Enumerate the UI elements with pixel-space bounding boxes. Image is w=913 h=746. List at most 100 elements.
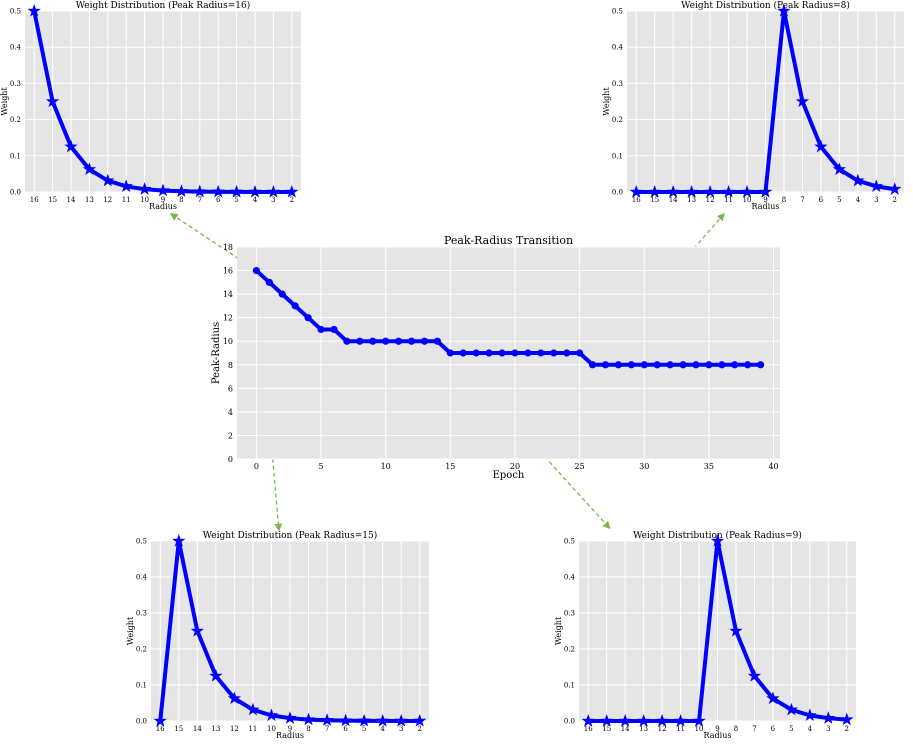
x-tick-label: 5 [837, 196, 841, 204]
x-tick-label: 20 [510, 462, 520, 471]
data-point-star [618, 714, 632, 727]
x-tick-label: 25 [575, 462, 585, 471]
x-tick-label: 35 [704, 462, 714, 471]
data-point-star [137, 182, 152, 195]
y-tick-label: 0.5 [10, 8, 21, 16]
data-point [291, 302, 299, 310]
data-point-star [394, 713, 408, 727]
data-point-star [172, 534, 186, 547]
y-tick-label: 0.5 [564, 538, 575, 546]
data-point-star [156, 183, 170, 197]
chart-peak9: 0.0 0.1 0.2 0.3 0.4 0.5 16 15 14 13 12 11 10 9 8 7 6 5 4 3 2… [554, 530, 856, 740]
data-point-star [227, 691, 242, 705]
data-point [511, 349, 519, 357]
data-point-star [285, 185, 299, 198]
y-tick-label: 0.0 [564, 718, 575, 726]
x-tick-label: 4 [253, 196, 258, 204]
data-point [563, 349, 571, 357]
x-tick-label: 6 [771, 725, 776, 733]
data-point-star [301, 712, 316, 726]
data-point-star [211, 184, 225, 198]
data-point-star [758, 185, 773, 198]
x-tick-label: 11 [724, 196, 733, 204]
x-tick-label: 7 [752, 725, 756, 733]
x-tick-label: 10 [695, 725, 704, 733]
y-tick-label: 0.2 [612, 116, 623, 124]
x-tick-label: 3 [399, 725, 403, 733]
data-point-star [229, 184, 244, 198]
data-point-star [740, 185, 754, 198]
data-point [576, 349, 584, 357]
data-point-star [357, 713, 371, 727]
x-tick-label: 4 [380, 725, 385, 733]
data-point [304, 314, 312, 322]
x-tick-label: 7 [198, 196, 202, 204]
y-tick-labels: 0.0 0.1 0.2 0.3 0.4 0.5 [10, 8, 22, 197]
x-tick-label: 9 [715, 725, 719, 733]
data-point-star [629, 185, 643, 198]
data-point [382, 337, 390, 345]
data-point-star [766, 691, 780, 705]
y-tick-label: 2 [228, 431, 233, 440]
x-tick-label: 10 [140, 196, 149, 204]
x-tick-label: 30 [639, 462, 649, 471]
chart-main: 0 2 4 6 8 10 12 14 16 18 0 5 10 15 20 25 30 35 40 Peak-Radi… [211, 234, 780, 481]
data-point [744, 361, 752, 369]
y-tick-label: 0.3 [564, 610, 575, 618]
data-point-star [338, 713, 353, 727]
data-point-star [190, 624, 204, 637]
x-axis-label: Radius [752, 202, 780, 211]
y-tick-label: 18 [223, 243, 233, 252]
x-tick-label: 0 [254, 462, 259, 471]
data-point-star [777, 4, 791, 17]
series [629, 4, 902, 198]
data-point [330, 325, 338, 334]
x-tick-label: 11 [122, 196, 131, 204]
x-tick-label: 12 [103, 196, 112, 204]
x-tick-label: 10 [267, 725, 276, 733]
x-tick-label: 8 [306, 725, 310, 733]
data-point-star [193, 184, 207, 198]
y-tick-labels: 0.0 0.1 0.2 0.3 0.4 0.5 [136, 538, 148, 726]
data-point [653, 361, 661, 369]
data-point [420, 337, 429, 345]
x-tick-label: 13 [211, 725, 220, 733]
data-point-star [655, 714, 669, 727]
x-tick-label: 5 [318, 462, 323, 471]
data-point [718, 361, 726, 369]
y-tick-label: 10 [223, 337, 233, 346]
y-tick-label: 4 [228, 408, 233, 417]
chart-title: Peak-Radius Transition [444, 234, 573, 247]
x-tick-label: 16 [156, 725, 165, 733]
y-axis-label: Weight [126, 616, 135, 645]
grid-lines [25, 10, 301, 193]
y-tick-label: 0.0 [136, 718, 147, 726]
data-point-star [832, 162, 847, 176]
chart-title: Weight Distribution (Peak Radius=16) [76, 0, 250, 11]
chart-peak15: 0.0 0.1 0.2 0.3 0.4 0.5 16 15 14 13 12 11 10 9 8 7 6 5 4 3 2… [126, 530, 429, 740]
y-tick-label: 12 [223, 314, 233, 323]
x-tick-label: 15 [445, 462, 455, 471]
x-tick-label: 13 [639, 725, 648, 733]
data-point-star [814, 139, 828, 153]
x-tick-label: 2 [417, 725, 421, 733]
data-point-star [636, 714, 651, 727]
data-point [472, 349, 480, 357]
data-point-star [795, 94, 810, 108]
data-point-star [747, 669, 762, 682]
y-tick-label: 0.1 [10, 152, 21, 160]
y-axis-label: Peak-Radius [211, 322, 222, 384]
data-point-star [729, 624, 743, 637]
x-tick-label: 3 [874, 196, 878, 204]
data-point-star [27, 4, 41, 17]
data-point-star [209, 669, 223, 682]
x-axis-label: Radius [704, 731, 732, 740]
data-point-star [821, 711, 835, 724]
data-point-star [266, 184, 281, 198]
y-tick-labels: 0.0 0.1 0.2 0.3 0.4 0.5 [612, 8, 624, 197]
data-point [757, 361, 765, 369]
x-tick-label: 8 [734, 725, 738, 733]
data-point-star [283, 711, 297, 724]
x-tick-label: 5 [234, 196, 238, 204]
